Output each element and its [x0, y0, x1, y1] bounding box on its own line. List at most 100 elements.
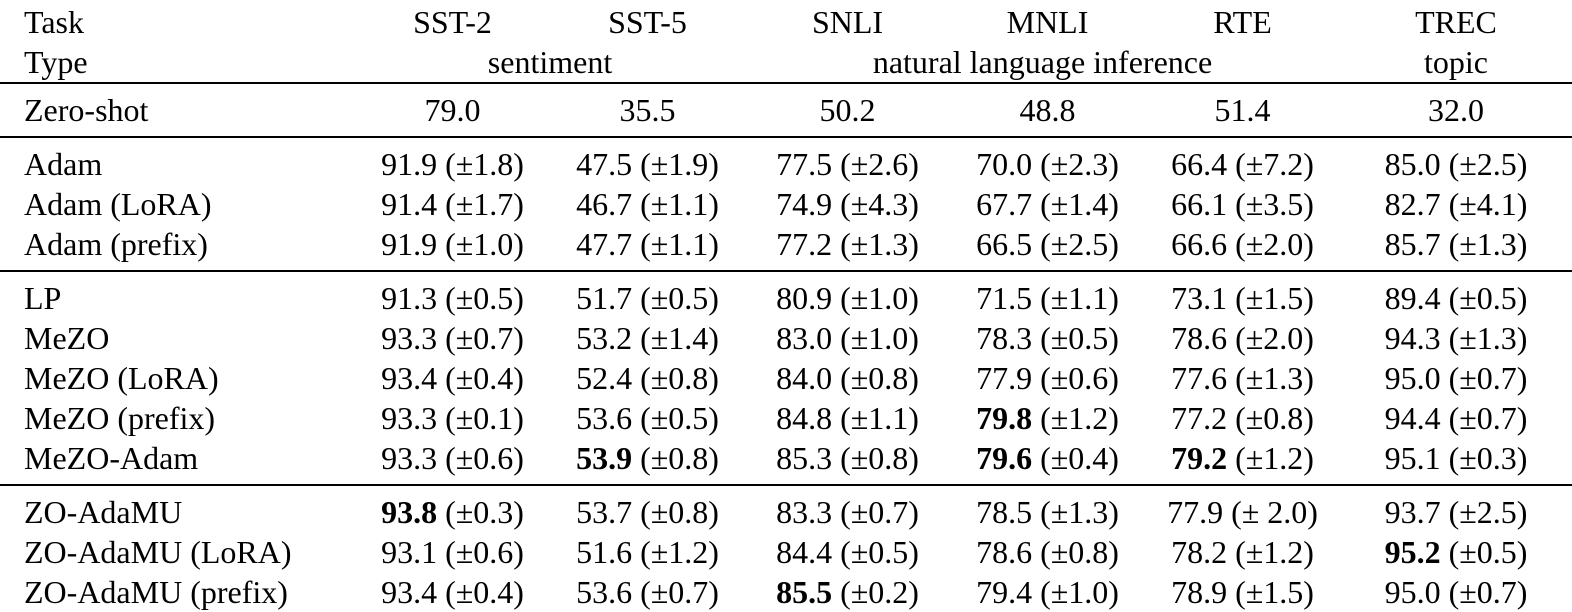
cell-value: 93.3	[381, 440, 438, 476]
result-cell: 70.0 (±2.3)	[950, 137, 1145, 184]
cell-value: 78.3	[976, 320, 1033, 356]
result-cell: 79.6 (±0.4)	[950, 438, 1145, 485]
cell-value: 79.8	[976, 400, 1033, 436]
cell-std: (±0.7)	[1448, 360, 1528, 396]
cell-value: 95.1	[1384, 440, 1441, 476]
header-task-label: Task	[24, 4, 84, 40]
result-cell: 78.9 (±1.5)	[1145, 572, 1340, 612]
cell-std: (±0.5)	[1448, 280, 1528, 316]
cell-std: (±0.2)	[840, 574, 919, 610]
result-cell: 85.7 (±1.3)	[1340, 224, 1572, 271]
result-cell: 35.5	[550, 83, 745, 137]
cell-value: 66.5	[976, 226, 1033, 262]
cell-value: 35.5	[619, 92, 676, 128]
section-adam: Adam 91.9 (±1.8) 47.5 (±1.9) 77.5 (±2.6) 70.…	[0, 137, 1572, 271]
table-header: Task SST-2 SST-5 SNLI MNLI RTE TREC Type sent…	[0, 0, 1572, 83]
result-cell: 47.5 (±1.9)	[550, 137, 745, 184]
cell-std: (± 2.0)	[1231, 494, 1318, 530]
cell-value: 91.9	[381, 226, 438, 262]
cell-value: 80.9	[776, 280, 833, 316]
cell-value: 51.6	[576, 534, 633, 570]
cell-value: 94.3	[1384, 320, 1441, 356]
result-cell: 79.0	[355, 83, 550, 137]
result-cell: 53.6 (±0.7)	[550, 572, 745, 612]
result-cell: 94.4 (±0.7)	[1340, 398, 1572, 438]
result-cell: 47.7 (±1.1)	[550, 224, 745, 271]
result-cell: 51.7 (±0.5)	[550, 271, 745, 318]
cell-value: 79.0	[424, 92, 481, 128]
cell-value: 71.5	[976, 280, 1033, 316]
cell-value: 82.7	[1384, 186, 1441, 222]
cell-value: 84.8	[776, 400, 833, 436]
result-cell: 93.3 (±0.1)	[355, 398, 550, 438]
cell-std: (±0.7)	[640, 574, 719, 610]
table-row: ZO-AdaMU 93.8 (±0.3) 53.7 (±0.8) 83.3 (±0.7…	[0, 485, 1572, 532]
cell-value: 51.4	[1214, 92, 1271, 128]
cell-value: 91.3	[381, 280, 438, 316]
header-dataset-snli: SNLI	[811, 4, 884, 40]
cell-std: (±0.5)	[1448, 534, 1528, 570]
cell-std: (±0.7)	[1448, 400, 1528, 436]
result-cell: 85.3 (±0.8)	[745, 438, 950, 485]
cell-std: (±7.2)	[1235, 146, 1314, 182]
cell-value: 66.4	[1171, 146, 1228, 182]
row-label: ZO-AdaMU (LoRA)	[24, 534, 292, 570]
result-cell: 89.4 (±0.5)	[1340, 271, 1572, 318]
cell-value: 47.7	[576, 226, 633, 262]
row-label: MeZO	[24, 320, 110, 356]
cell-std: (±0.8)	[640, 440, 719, 476]
cell-std: (±2.5)	[1040, 226, 1119, 262]
cell-value: 53.6	[576, 400, 633, 436]
result-cell: 83.3 (±0.7)	[745, 485, 950, 532]
result-cell: 95.0 (±0.7)	[1340, 358, 1572, 398]
cell-std: (±4.1)	[1448, 186, 1528, 222]
table-row: MeZO (LoRA) 93.4 (±0.4) 52.4 (±0.8) 84.0 (±…	[0, 358, 1572, 398]
cell-std: (±1.3)	[1235, 360, 1314, 396]
cell-value: 93.3	[381, 400, 438, 436]
cell-value: 93.4	[381, 574, 438, 610]
result-cell: 71.5 (±1.1)	[950, 271, 1145, 318]
result-cell: 93.8 (±0.3)	[355, 485, 550, 532]
cell-std: (±0.5)	[1040, 320, 1119, 356]
cell-value: 78.2	[1171, 534, 1228, 570]
cell-value: 46.7	[576, 186, 633, 222]
cell-std: (±0.8)	[1040, 534, 1119, 570]
cell-std: (±0.4)	[445, 360, 524, 396]
result-cell: 78.2 (±1.2)	[1145, 532, 1340, 572]
result-cell: 93.3 (±0.7)	[355, 318, 550, 358]
cell-std: (±1.5)	[1235, 280, 1314, 316]
table-row: Zero-shot 79.0 35.5 50.2 48.8 51.4 32.0	[0, 83, 1572, 137]
result-cell: 66.4 (±7.2)	[1145, 137, 1340, 184]
result-cell: 77.2 (±0.8)	[1145, 398, 1340, 438]
cell-value: 53.7	[576, 494, 633, 530]
cell-value: 93.8	[381, 494, 438, 530]
cell-std: (±4.3)	[840, 186, 919, 222]
result-cell: 84.8 (±1.1)	[745, 398, 950, 438]
cell-std: (±0.3)	[1448, 440, 1528, 476]
result-cell: 32.0	[1340, 83, 1572, 137]
cell-std: (±2.3)	[1040, 146, 1119, 182]
table-row: MeZO (prefix) 93.3 (±0.1) 53.6 (±0.5) 84.8 …	[0, 398, 1572, 438]
cell-value: 66.1	[1171, 186, 1228, 222]
cell-std: (±0.3)	[445, 494, 524, 530]
section-zero-shot: Zero-shot 79.0 35.5 50.2 48.8 51.4 32.0	[0, 83, 1572, 137]
cell-std: (±1.1)	[840, 400, 919, 436]
header-types-row: Type sentiment natural language inference…	[0, 42, 1572, 83]
cell-value: 79.2	[1171, 440, 1228, 476]
row-label: ZO-AdaMU (prefix)	[24, 574, 288, 610]
cell-value: 79.6	[976, 440, 1033, 476]
cell-value: 67.7	[976, 186, 1033, 222]
cell-std: (±1.4)	[1040, 186, 1119, 222]
cell-std: (±0.6)	[1040, 360, 1119, 396]
cell-value: 74.9	[776, 186, 833, 222]
cell-value: 91.4	[381, 186, 438, 222]
table-row: MeZO-Adam 93.3 (±0.6) 53.9 (±0.8) 85.3 (±0.…	[0, 438, 1572, 485]
result-cell: 52.4 (±0.8)	[550, 358, 745, 398]
row-label: Adam (prefix)	[24, 226, 208, 262]
table-row: LP 91.3 (±0.5) 51.7 (±0.5) 80.9 (±1.0) 71.5 …	[0, 271, 1572, 318]
table-row: Adam (LoRA) 91.4 (±1.7) 46.7 (±1.1) 74.9 (±…	[0, 184, 1572, 224]
cell-value: 78.6	[1171, 320, 1228, 356]
table-row: MeZO 93.3 (±0.7) 53.2 (±1.4) 83.0 (±1.0) 78.…	[0, 318, 1572, 358]
cell-std: (±1.4)	[640, 320, 719, 356]
cell-std: (±1.2)	[1040, 400, 1119, 436]
